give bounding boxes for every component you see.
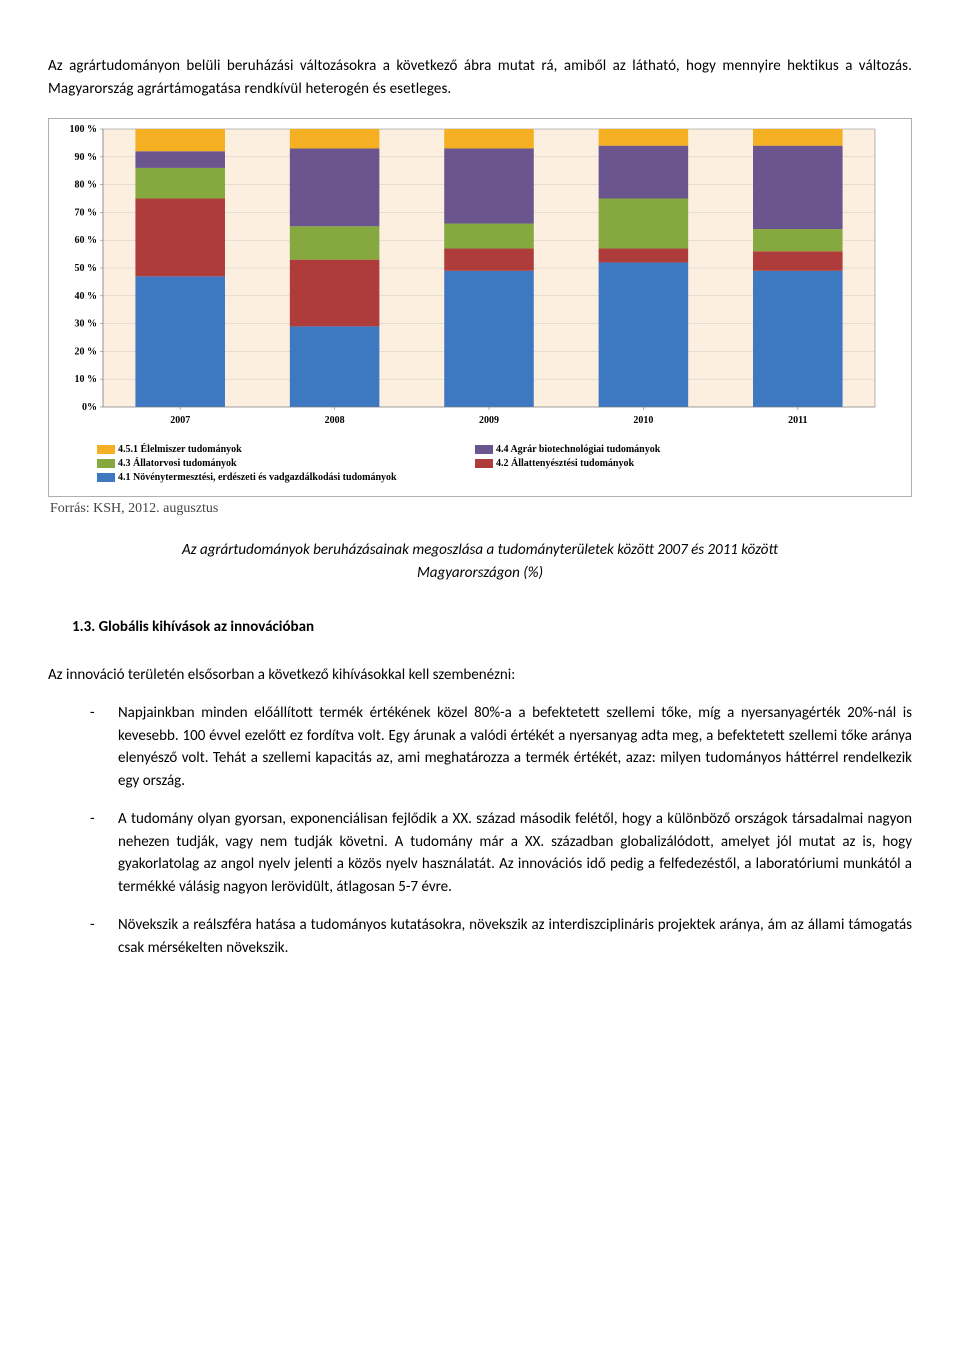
intro-paragraph: Az agrártudományon belüli beruházási vál… — [48, 55, 912, 100]
svg-text:2008: 2008 — [325, 415, 345, 426]
lead-sentence: Az innováció területén elsősorban a köve… — [48, 666, 912, 684]
svg-text:40 %: 40 % — [75, 291, 98, 302]
legend-label: 4.2 Állattenyésztési tudományok — [496, 458, 634, 469]
section-heading: 1.3. Globális kihívások az innovációban — [72, 618, 912, 636]
legend-label: 4.4 Agrár biotechnológiai tudományok — [496, 444, 660, 455]
stacked-bar-chart: 0% 10 % 20 % 30 % 40 % 50 % 60 % 70 % 80 % 90 % 10… — [55, 123, 887, 433]
legend-label: 4.1 Növénytermesztési, erdészeti és vadg… — [118, 472, 397, 483]
legend-swatch — [475, 445, 493, 454]
list-item: Növekszik a reálszféra hatása a tudomány… — [90, 914, 912, 959]
list-item: Napjainkban minden előállított termék ér… — [90, 702, 912, 792]
legend-item: 4.1 Növénytermesztési, erdészeti és vadg… — [97, 472, 397, 483]
legend-swatch — [97, 459, 115, 468]
svg-text:0%: 0% — [82, 402, 97, 413]
svg-text:30 %: 30 % — [75, 319, 98, 330]
legend-item: 4.5.1 Élelmiszer tudományok — [97, 444, 242, 455]
legend-swatch — [97, 445, 115, 454]
svg-text:2007: 2007 — [170, 415, 190, 426]
svg-text:100 %: 100 % — [70, 124, 98, 135]
svg-text:50 %: 50 % — [75, 263, 98, 274]
legend-item: 4.4 Agrár biotechnológiai tudományok — [475, 444, 660, 455]
section-title: Globális kihívások az innovációban — [99, 618, 314, 636]
svg-text:2009: 2009 — [479, 415, 499, 426]
list-item: A tudomány olyan gyorsan, exponenciálisa… — [90, 808, 912, 898]
svg-text:80 %: 80 % — [75, 180, 98, 191]
svg-text:10 %: 10 % — [75, 374, 98, 385]
figure-title: Az agrártudományok beruházásainak megosz… — [48, 539, 912, 584]
figure-title-line2: Magyarországon (%) — [417, 564, 543, 582]
legend-label: 4.3 Állatorvosi tudományok — [118, 458, 237, 469]
chart-container: 0% 10 % 20 % 30 % 40 % 50 % 60 % 70 % 80 % 90 % 10… — [48, 118, 912, 497]
legend-label: 4.5.1 Élelmiszer tudományok — [118, 444, 242, 455]
chart-source: Forrás: KSH, 2012. augusztus — [50, 501, 912, 517]
chart-legend: 4.5.1 Élelmiszer tudományok 4.3 Állatorvo… — [55, 444, 905, 490]
svg-text:2011: 2011 — [788, 415, 807, 426]
legend-item: 4.3 Állatorvosi tudományok — [97, 458, 237, 469]
svg-text:60 %: 60 % — [75, 235, 98, 246]
svg-text:70 %: 70 % — [75, 207, 98, 218]
section-number: 1.3. — [72, 618, 95, 636]
legend-item: 4.2 Állattenyésztési tudományok — [475, 458, 634, 469]
legend-swatch — [97, 473, 115, 482]
svg-text:90 %: 90 % — [75, 152, 98, 163]
svg-text:2010: 2010 — [633, 415, 653, 426]
bullet-list: Napjainkban minden előállított termék ér… — [48, 702, 912, 959]
figure-title-line1: Az agrártudományok beruházásainak megosz… — [182, 541, 778, 559]
legend-swatch — [475, 459, 493, 468]
svg-text:20 %: 20 % — [75, 346, 98, 357]
